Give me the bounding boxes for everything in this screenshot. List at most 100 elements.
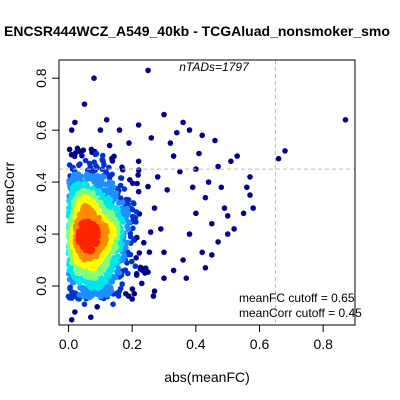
data-point xyxy=(151,205,158,211)
data-point xyxy=(139,280,145,287)
data-point xyxy=(133,272,140,279)
data-point xyxy=(137,266,144,272)
ntads-annotation: nTADs=1797 xyxy=(179,60,250,74)
data-point xyxy=(98,173,105,180)
data-point xyxy=(76,162,82,169)
data-point xyxy=(92,167,98,174)
data-point xyxy=(164,187,170,193)
data-point xyxy=(68,317,75,323)
data-point xyxy=(224,213,231,219)
data-point xyxy=(135,122,142,128)
data-point xyxy=(88,176,94,182)
data-point xyxy=(199,249,205,256)
data-point xyxy=(119,164,125,170)
data-point xyxy=(106,142,113,149)
data-point xyxy=(134,180,140,187)
y-tick-label: 0.0 xyxy=(33,276,49,296)
data-point xyxy=(161,275,167,282)
data-point xyxy=(91,75,97,81)
data-point xyxy=(100,152,106,159)
data-point xyxy=(129,213,136,220)
data-point xyxy=(117,175,124,181)
data-point xyxy=(94,304,100,310)
data-point xyxy=(247,192,253,198)
x-tick-label: 0.0 xyxy=(59,336,79,352)
y-axis-label: meanCorr xyxy=(1,162,17,225)
data-point xyxy=(186,127,193,133)
data-point xyxy=(158,226,164,232)
data-point xyxy=(106,175,113,181)
data-point xyxy=(82,157,89,164)
data-point xyxy=(135,172,141,178)
data-point xyxy=(117,182,124,189)
data-point xyxy=(342,117,349,123)
data-point xyxy=(240,210,247,217)
data-point xyxy=(189,184,196,191)
data-point xyxy=(110,255,116,261)
data-point xyxy=(212,137,218,144)
data-point xyxy=(282,148,288,154)
data-point xyxy=(66,146,73,153)
data-point xyxy=(174,129,180,136)
data-point xyxy=(130,200,137,206)
data-point xyxy=(125,249,131,256)
x-tick-label: 0.6 xyxy=(250,336,270,352)
data-point xyxy=(116,200,122,206)
data-point xyxy=(205,179,212,185)
x-tick-label: 0.4 xyxy=(186,336,206,352)
data-point xyxy=(161,249,167,256)
y-tick-label: 0.8 xyxy=(33,68,49,88)
data-point xyxy=(145,67,151,74)
data-point xyxy=(88,314,94,321)
data-point xyxy=(131,290,138,297)
data-point xyxy=(148,135,155,141)
y-tick-label: 0.4 xyxy=(33,172,49,192)
data-point xyxy=(218,184,225,191)
data-point xyxy=(72,309,78,315)
data-point xyxy=(126,140,132,146)
data-point xyxy=(231,226,237,232)
y-tick-label: 0.2 xyxy=(33,224,49,244)
data-point xyxy=(130,225,136,232)
data-point xyxy=(135,167,142,173)
data-point xyxy=(68,127,75,133)
data-point xyxy=(234,153,240,159)
data-point xyxy=(202,194,209,201)
data-point xyxy=(135,188,142,195)
data-point xyxy=(72,119,78,126)
data-point xyxy=(81,301,88,308)
meanfc-cutoff-annotation: meanFC cutoff = 0.65 xyxy=(239,291,355,305)
data-point xyxy=(102,181,109,188)
data-point xyxy=(78,173,85,180)
data-point xyxy=(95,190,101,197)
data-point xyxy=(209,220,215,227)
data-point xyxy=(193,210,199,217)
data-point xyxy=(117,195,124,201)
data-point xyxy=(103,117,110,123)
data-point xyxy=(154,174,161,180)
y-axis: 0.0 0.2 0.4 0.6 0.8 xyxy=(33,68,60,296)
y-tick-label: 0.6 xyxy=(33,120,49,140)
data-point xyxy=(161,111,167,118)
data-point xyxy=(124,223,130,230)
data-point xyxy=(119,281,125,287)
data-points xyxy=(65,67,349,323)
data-point xyxy=(215,163,221,170)
data-point xyxy=(196,150,202,157)
data-point xyxy=(136,250,143,256)
data-point xyxy=(145,183,151,190)
data-point xyxy=(109,158,116,164)
data-point xyxy=(215,239,221,245)
data-point xyxy=(146,249,153,255)
data-point xyxy=(114,269,120,275)
data-point xyxy=(123,291,129,297)
data-point xyxy=(177,168,183,175)
data-point xyxy=(87,235,94,241)
plot-area xyxy=(58,59,356,326)
data-point xyxy=(129,286,136,292)
data-point xyxy=(202,265,209,271)
data-point xyxy=(97,127,104,133)
data-point xyxy=(170,267,177,274)
x-tick-label: 0.2 xyxy=(122,336,142,352)
